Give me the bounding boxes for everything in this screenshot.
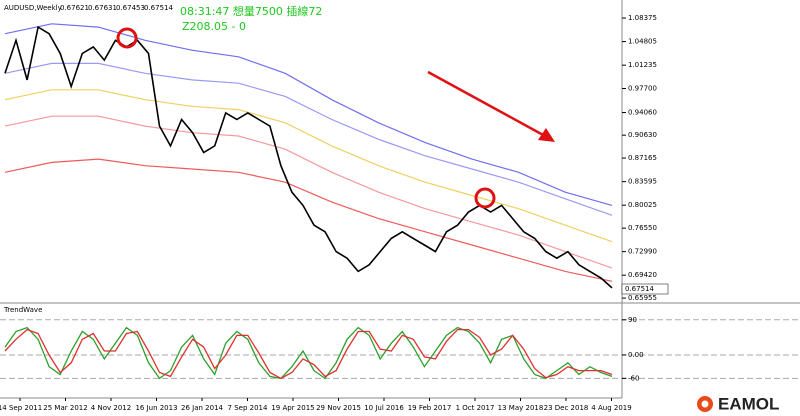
x-tick-label: 29 Nov 2015 [316,404,361,412]
x-tick-label: 14 Sep 2011 [0,404,42,412]
y-tick-label: 0.80025 [628,201,657,209]
trend-arrow [427,70,546,138]
y-tick-label: 0.69420 [628,271,657,279]
y-tick-label: -60 [628,374,639,382]
band-line [4,23,613,206]
y-tick-label: 1.04805 [628,38,657,46]
quote: 0.67514 [144,4,173,12]
quote: 0.67453 [116,4,145,12]
arrow-head [538,128,555,142]
x-tick-label: 23 Dec 2018 [544,404,589,412]
band-line [4,62,613,216]
x-tick-label: 1 Oct 2017 [456,404,495,412]
annotation: 08:31:47 想量7500 插線72 [180,4,322,18]
y-tick-label: 0.90630 [628,131,657,139]
x-tick-label: 4 Aug 2019 [591,404,631,412]
y-tick-label: 90 [628,316,637,324]
band-line [4,158,613,282]
y-tick-label: 0.83595 [628,178,657,186]
y-tick-label: 0.00 [628,351,644,359]
logo-icon [701,400,709,408]
x-tick-label: 19 Feb 2017 [408,404,452,412]
price-tag-label: 0.67514 [625,285,654,293]
x-tick-label: 10 Jul 2016 [364,404,404,412]
annotation: Z208.05 - 0 [182,20,246,33]
y-tick-label: 0.97700 [628,85,657,93]
chart-title: AUDUSD,Weekly [4,4,62,12]
x-tick-label: 4 Nov 2012 [91,404,131,412]
quote: 0.67621 [60,4,89,12]
band-line [4,115,613,269]
plot [0,23,800,380]
y-tick-label: 1.08375 [628,14,657,22]
y-tick-label: 0.65955 [628,294,657,302]
quote: 0.67631 [88,4,117,12]
y-tick-label: 0.72990 [628,248,657,256]
y-tick-label: 1.01235 [628,61,657,69]
x-tick-label: 19 Apr 2015 [271,404,314,412]
series-line [4,25,613,289]
series-line [4,328,613,380]
x-tick-label: 7 Sep 2014 [228,404,268,412]
highlight-circle [116,27,138,49]
y-tick-label: 0.76550 [628,224,657,232]
band-line [4,89,613,243]
x-tick-label: 16 Jun 2013 [135,404,177,412]
logo: EAMOL [718,394,779,413]
y-tick-label: 0.94060 [628,109,657,117]
y-tick-label: 0.87165 [628,154,657,162]
x-tick-label: 25 Mar 2012 [43,404,87,412]
price-tag [621,283,669,295]
series-line [4,326,613,380]
highlight-circle [474,187,496,209]
x-tick-label: 13 May 2018 [498,404,544,412]
x-tick-label: 26 Jan 2014 [181,404,224,412]
panel-title: TrendWave [3,306,42,314]
